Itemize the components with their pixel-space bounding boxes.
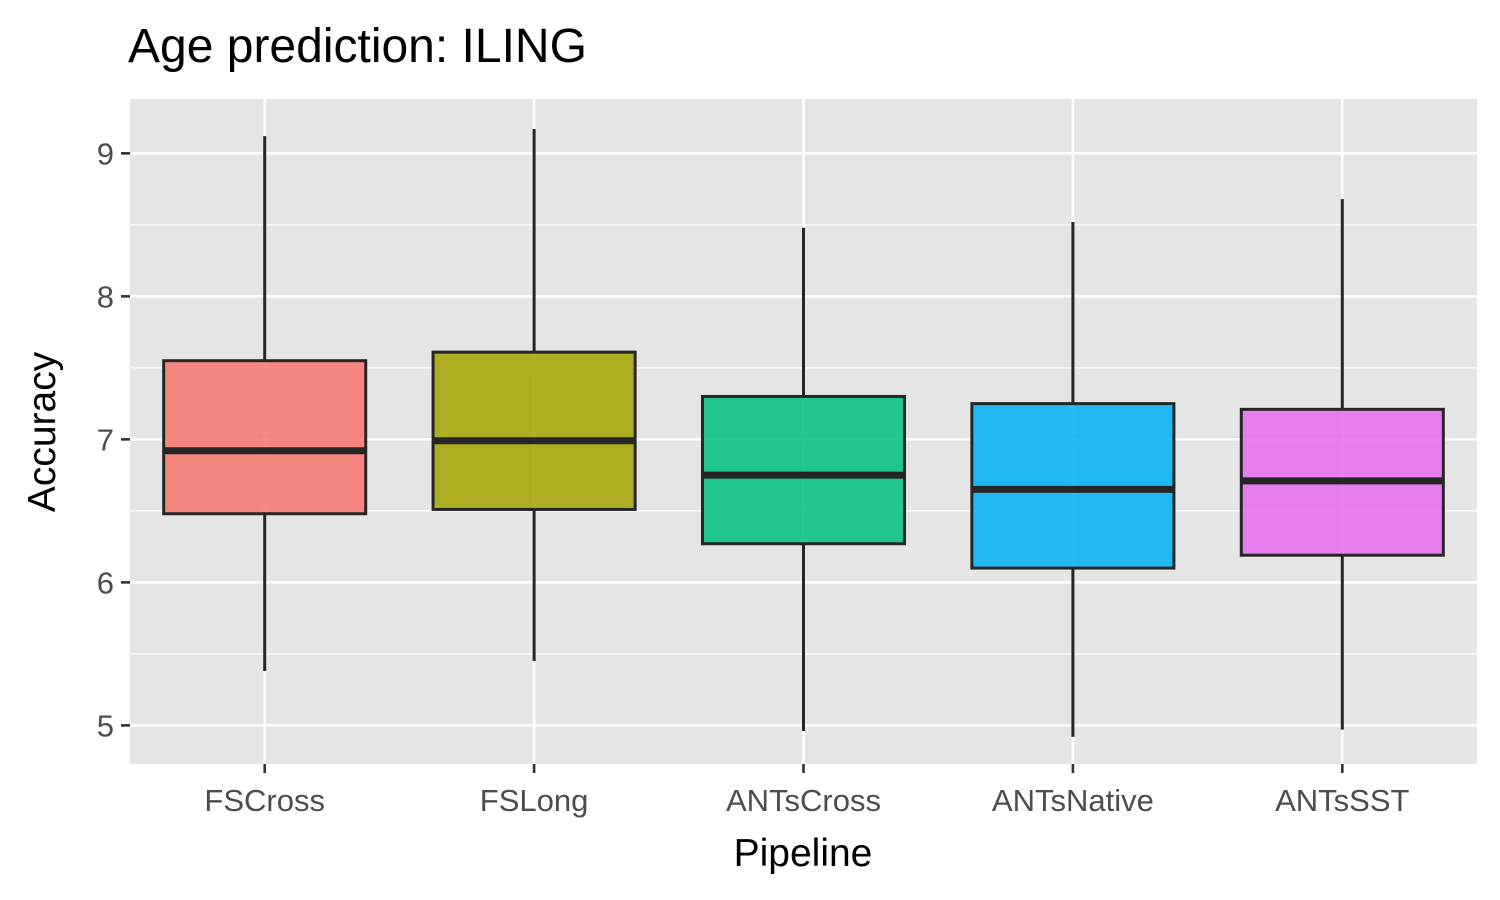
y-axis: 5 6 7 8 9 [97,136,130,743]
y-tick-label: 6 [97,565,114,600]
x-tick-label: FSLong [480,783,589,818]
x-axis: FSCross FSLong ANTsCross ANTsNative ANTsSST [204,764,1410,818]
box-fslong [431,129,637,662]
x-tick-label: ANTsSST [1275,783,1409,818]
x-tick-label: FSCross [204,783,325,818]
y-tick-label: 5 [97,708,114,743]
y-axis-title: Accuracy [21,351,64,512]
x-axis-title: Pipeline [734,832,873,875]
y-tick-label: 7 [97,422,114,457]
box-body [162,359,368,516]
box-fscross [162,136,368,672]
x-tick-label: ANTsNative [992,783,1154,818]
chart-title: Age prediction: ILING [128,20,587,73]
box-antscross [700,227,907,732]
x-tick-label: ANTsCross [726,783,881,818]
y-tick-label: 8 [97,279,114,314]
box-body [700,394,907,546]
y-tick-label: 9 [97,136,114,171]
box-series [162,129,1445,737]
box-body [970,402,1176,570]
box-antsnative [970,221,1176,737]
box-body [431,350,637,511]
box-antssst [1239,199,1445,730]
